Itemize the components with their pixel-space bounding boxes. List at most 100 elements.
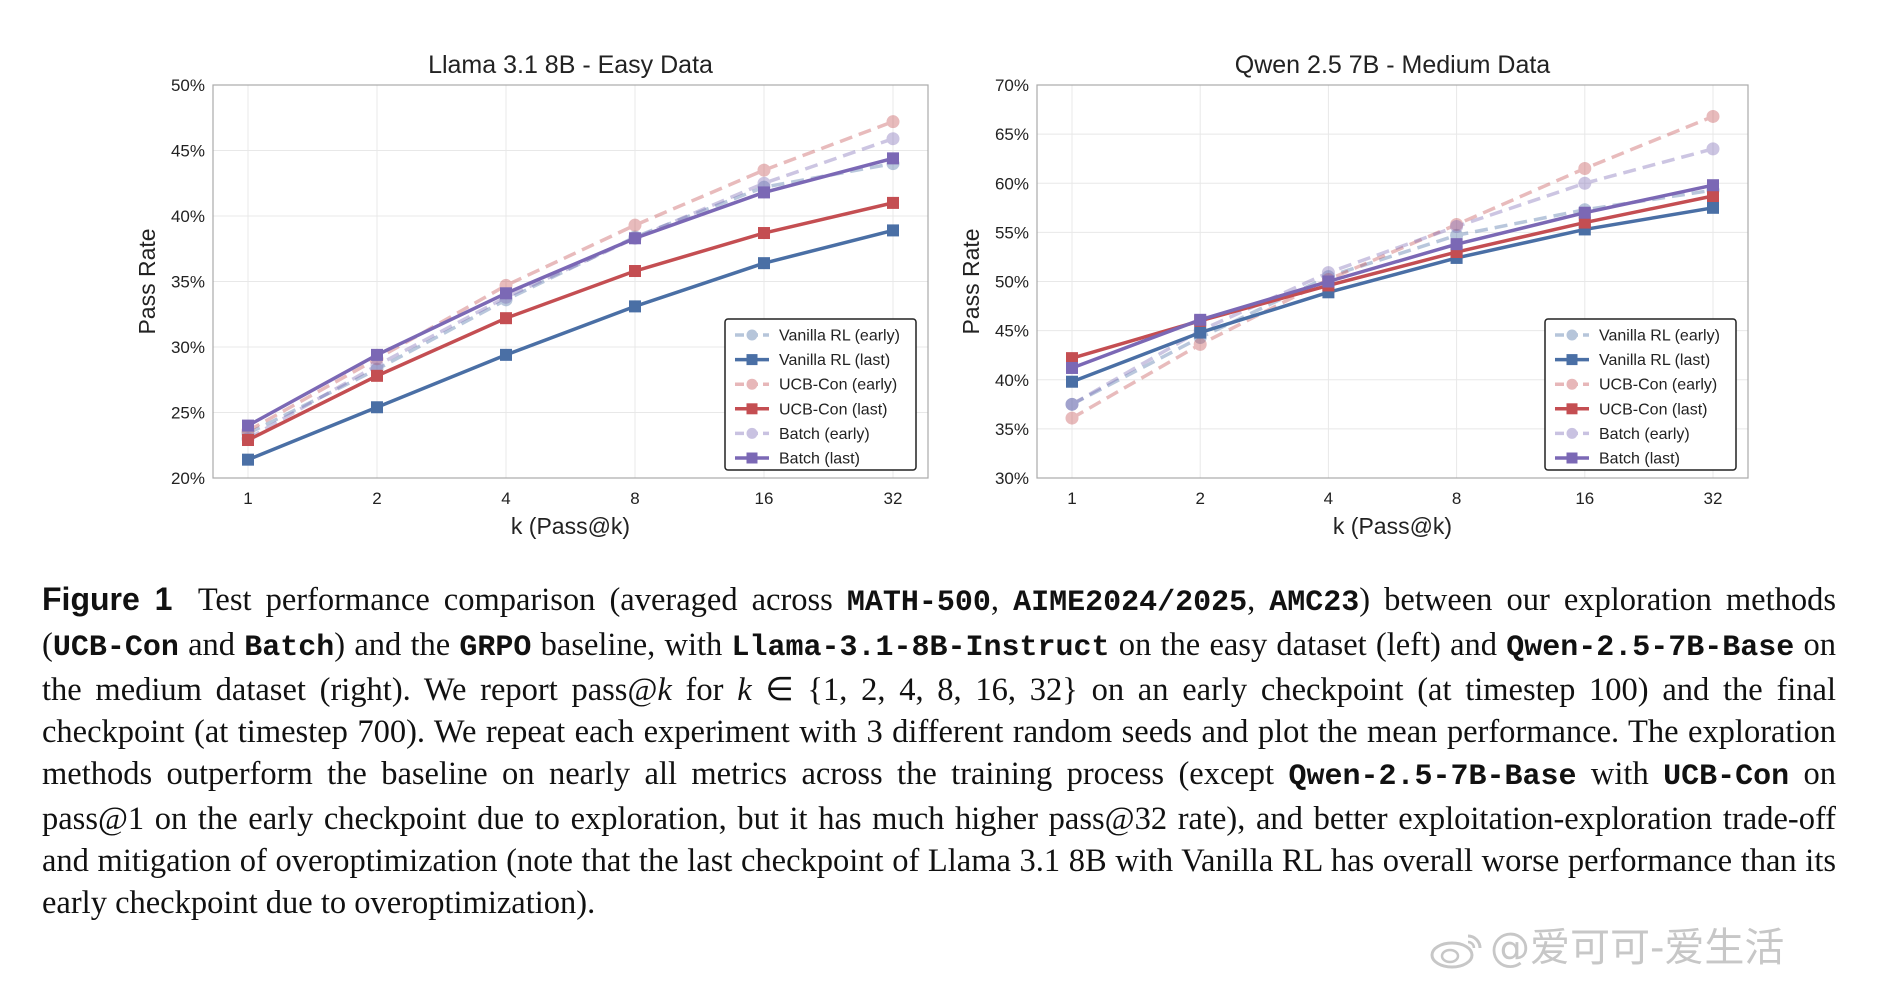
data-point [1706, 109, 1720, 123]
legend-marker [746, 427, 758, 439]
caption-math: k [737, 672, 752, 708]
legend-label: Vanilla RL (early) [779, 328, 900, 345]
y-tick-label: 60% [995, 174, 1029, 193]
data-point [758, 227, 770, 240]
data-point [758, 257, 770, 270]
x-axis-label: k (Pass@k) [511, 513, 630, 539]
data-point [1193, 337, 1207, 351]
legend-swatch [735, 452, 769, 464]
series-line [247, 156, 894, 428]
x-tick-label: 16 [755, 489, 774, 508]
series-line [247, 201, 894, 442]
y-tick-label: 45% [171, 142, 205, 161]
x-tick-label: 2 [372, 489, 381, 508]
y-tick-label: 50% [995, 273, 1029, 292]
data-point [242, 434, 254, 447]
legend: Vanilla RL (early) Vanilla RL (last) UCB-C… [1544, 318, 1737, 471]
data-point [1706, 142, 1720, 156]
caption-text: ∈ {1, 2, 4, 8, 16, 32} on an early check… [42, 672, 1837, 792]
legend-swatch [735, 378, 769, 390]
legend-swatch [1555, 329, 1589, 341]
x-tick-label: 4 [501, 489, 510, 508]
legend-label: Vanilla RL (early) [1599, 328, 1720, 345]
y-tick-label: 20% [171, 469, 205, 488]
data-point [1065, 397, 1079, 411]
x-tick-label: 16 [1575, 489, 1594, 508]
data-point [1194, 326, 1207, 339]
data-point [371, 401, 383, 414]
y-tick-label: 70% [995, 76, 1029, 95]
y-tick-label: 35% [171, 273, 205, 292]
legend-swatch [1555, 403, 1589, 415]
x-tick-label: 2 [1195, 489, 1204, 508]
data-point [242, 453, 254, 466]
caption-text: ) and the [334, 627, 460, 663]
caption-code: AIME2024/2025 [1013, 586, 1248, 620]
data-point [1066, 361, 1078, 374]
legend-label: Batch (last) [779, 451, 860, 468]
caption-code: Batch [244, 631, 335, 665]
series-line [1071, 147, 1714, 406]
y-tick-label: 55% [995, 223, 1029, 242]
x-tick-label: 32 [884, 489, 903, 508]
data-point [628, 218, 642, 232]
legend-label: UCB-Con (early) [1599, 377, 1717, 394]
caption-text: and [178, 627, 245, 663]
legend-swatch [1555, 378, 1589, 390]
caption-code: Llama-3.1-8B-Instruct [731, 631, 1110, 665]
y-axis-label: Pass Rate [134, 228, 160, 334]
data-point [1450, 218, 1464, 232]
legend-marker [1566, 354, 1578, 366]
series-line [247, 228, 894, 462]
legend-marker [746, 452, 758, 464]
series-ucb-con-last [242, 196, 899, 447]
data-point [887, 196, 899, 209]
legend-marker [1566, 403, 1578, 415]
y-tick-label: 25% [171, 404, 205, 423]
caption-text: baseline, with [531, 627, 732, 663]
y-tick-label: 65% [995, 125, 1029, 144]
data-point [1194, 313, 1207, 326]
x-tick-label: 1 [243, 489, 252, 508]
caption-text: with [1576, 756, 1664, 792]
figure-caption: Figure 1 Test performance comparison (av… [42, 578, 1836, 924]
caption-code: GRPO [459, 631, 532, 665]
data-point [629, 232, 641, 245]
caption-text: , [990, 582, 1014, 618]
series-line [247, 137, 894, 441]
weibo-icon [1430, 934, 1482, 969]
watermark-text: @爱可可-爱生活 [1490, 925, 1785, 971]
legend-marker [1566, 378, 1578, 390]
data-point [1578, 216, 1591, 229]
y-axis-label: Pass Rate [958, 228, 984, 334]
legend-marker [746, 354, 758, 366]
legend-label: Batch (early) [779, 426, 870, 443]
y-tick-label: 45% [995, 322, 1029, 341]
y-tick-label: 35% [995, 420, 1029, 439]
x-tick-label: 32 [1704, 489, 1723, 508]
legend-swatch [735, 354, 769, 366]
data-point [1322, 275, 1335, 288]
data-point [1450, 238, 1463, 251]
y-tick-label: 40% [171, 207, 205, 226]
legend-swatch [735, 427, 769, 439]
caption-text: on the medium dataset (right). We report… [42, 627, 1837, 708]
data-point [1707, 190, 1719, 203]
caption-text: for [671, 672, 738, 708]
x-tick-label: 8 [630, 489, 639, 508]
data-point [371, 369, 383, 382]
data-point [370, 358, 384, 372]
legend-swatch [735, 403, 769, 415]
data-point [371, 348, 383, 361]
data-point [1707, 179, 1719, 192]
caption-code: Qwen-2.5-7B-Base [1506, 631, 1795, 665]
legend-box [724, 318, 917, 471]
series-batch-last [1066, 179, 1719, 374]
legend-label: Vanilla RL (last) [1599, 352, 1710, 369]
series-line [1071, 183, 1714, 370]
series-line [1071, 206, 1714, 384]
legend-marker [1566, 452, 1578, 464]
data-point [629, 265, 641, 278]
caption-text: , [1247, 582, 1270, 618]
caption-code: AMC23 [1269, 586, 1360, 620]
